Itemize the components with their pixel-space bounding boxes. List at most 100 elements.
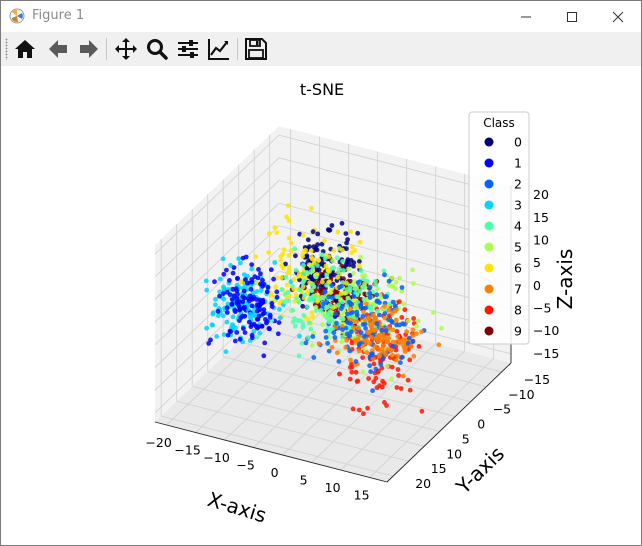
data-point-class-1 — [258, 271, 263, 277]
data-point-class-8 — [405, 377, 411, 383]
scatter-points — [203, 203, 444, 417]
data-point-class-7 — [372, 344, 378, 349]
data-point-class-8 — [395, 367, 401, 372]
data-point-class-6 — [286, 235, 292, 241]
toolbar-separator — [106, 38, 107, 60]
edit-axes-button[interactable] — [206, 36, 232, 62]
data-point-class-1 — [256, 267, 261, 272]
data-point-class-3 — [215, 313, 221, 319]
data-point-class-5 — [378, 295, 384, 301]
tsne-3d-plot[interactable]: −20 −15 −10 −5 0 5 10 15−15−10−505101520−15−10−… — [1, 66, 641, 545]
data-point-class-1 — [241, 288, 247, 294]
legend-label-class-6: 6 — [514, 261, 522, 276]
x-tick-label: 0 — [271, 465, 279, 480]
data-point-class-1 — [231, 265, 237, 270]
grid-line — [161, 415, 394, 477]
forward-button[interactable] — [76, 36, 102, 62]
legend-label-class-4: 4 — [514, 219, 522, 234]
data-point-class-2 — [323, 328, 329, 334]
data-point-class-1 — [241, 305, 246, 311]
data-point-class-7 — [350, 324, 356, 330]
data-point-class-7 — [386, 308, 392, 313]
data-point-class-1 — [208, 337, 213, 343]
data-point-class-8 — [349, 340, 355, 346]
data-point-class-4 — [324, 282, 329, 288]
data-point-class-7 — [393, 357, 399, 363]
save-button[interactable] — [243, 36, 269, 62]
grid-line — [166, 305, 291, 426]
data-point-class-1 — [242, 313, 248, 319]
data-point-class-2 — [379, 327, 385, 333]
data-point-class-2 — [383, 328, 389, 333]
chart-title: t-SNE — [300, 80, 344, 99]
data-point-class-8 — [353, 369, 359, 375]
data-point-class-4 — [308, 326, 314, 332]
data-point-class-0 — [320, 273, 325, 279]
data-point-class-2 — [370, 388, 375, 394]
data-point-class-1 — [224, 267, 229, 273]
grid-line — [195, 313, 320, 433]
data-point-class-4 — [331, 265, 337, 271]
y-tick-label: −15 — [524, 372, 550, 387]
data-point-class-2 — [378, 362, 384, 367]
data-point-class-3 — [223, 349, 229, 355]
back-button[interactable] — [45, 36, 71, 62]
data-point-class-4 — [330, 326, 335, 332]
grid-line — [154, 293, 280, 414]
line-chart-icon — [208, 39, 229, 60]
data-point-class-1 — [233, 309, 238, 314]
figure-canvas[interactable]: −20 −15 −10 −5 0 5 10 15 −15 −10 −5 0 5 10 15 20 −15 −10−… — [1, 66, 641, 545]
data-point-class-1 — [249, 303, 255, 309]
data-point-class-2 — [405, 341, 411, 346]
data-point-class-4 — [340, 334, 345, 340]
close-button[interactable] — [595, 1, 641, 32]
x-tick-label: −20 — [145, 435, 171, 450]
maximize-button[interactable] — [549, 1, 595, 32]
data-point-class-2 — [374, 321, 380, 327]
data-point-class-4 — [341, 268, 346, 273]
data-point-class-6 — [335, 229, 341, 235]
data-point-class-7 — [343, 344, 349, 350]
data-point-class-4 — [315, 263, 320, 268]
data-point-class-2 — [326, 294, 332, 300]
data-point-class-2 — [348, 321, 354, 326]
tick-labels: −20 −15 −10 −5 0 5 10 15−15−10−505101520−15−10−… — [145, 187, 559, 502]
data-point-class-2 — [326, 348, 332, 354]
data-point-class-2 — [373, 366, 379, 372]
data-point-class-6 — [300, 253, 305, 259]
data-point-class-4 — [381, 268, 387, 274]
grid-line — [369, 358, 494, 478]
legend-frame — [468, 111, 530, 345]
title-bar[interactable]: Figure 1 — [1, 1, 641, 32]
home-button[interactable] — [12, 36, 38, 62]
toolbar-grip[interactable] — [5, 38, 8, 60]
data-point-class-3 — [257, 330, 263, 336]
data-point-class-4 — [300, 324, 306, 330]
data-point-class-8 — [354, 379, 360, 384]
pan-button[interactable] — [113, 36, 139, 62]
data-point-class-7 — [385, 347, 390, 352]
data-point-class-4 — [309, 288, 314, 293]
minimize-button[interactable] — [503, 1, 549, 32]
data-point-class-8 — [384, 403, 389, 408]
data-point-class-1 — [235, 276, 240, 281]
data-point-class-0 — [318, 284, 324, 289]
data-point-class-7 — [372, 315, 378, 321]
legend-label-class-2: 2 — [514, 177, 522, 192]
data-point-class-8 — [416, 344, 422, 349]
data-point-class-6 — [296, 271, 302, 277]
configure-subplots-button[interactable] — [175, 36, 201, 62]
data-point-class-2 — [363, 326, 368, 331]
zoom-button[interactable] — [144, 36, 170, 62]
data-point-class-1 — [243, 277, 248, 282]
data-point-class-2 — [384, 294, 389, 299]
data-point-class-5 — [393, 280, 399, 285]
data-point-class-3 — [236, 256, 242, 262]
data-point-class-2 — [329, 283, 335, 288]
grid-line — [154, 180, 280, 300]
x-tick-label: −15 — [174, 443, 200, 458]
data-point-class-2 — [351, 294, 357, 299]
sliders-icon — [178, 40, 198, 58]
arrow-left-icon — [49, 40, 67, 58]
data-point-class-2 — [362, 333, 367, 339]
